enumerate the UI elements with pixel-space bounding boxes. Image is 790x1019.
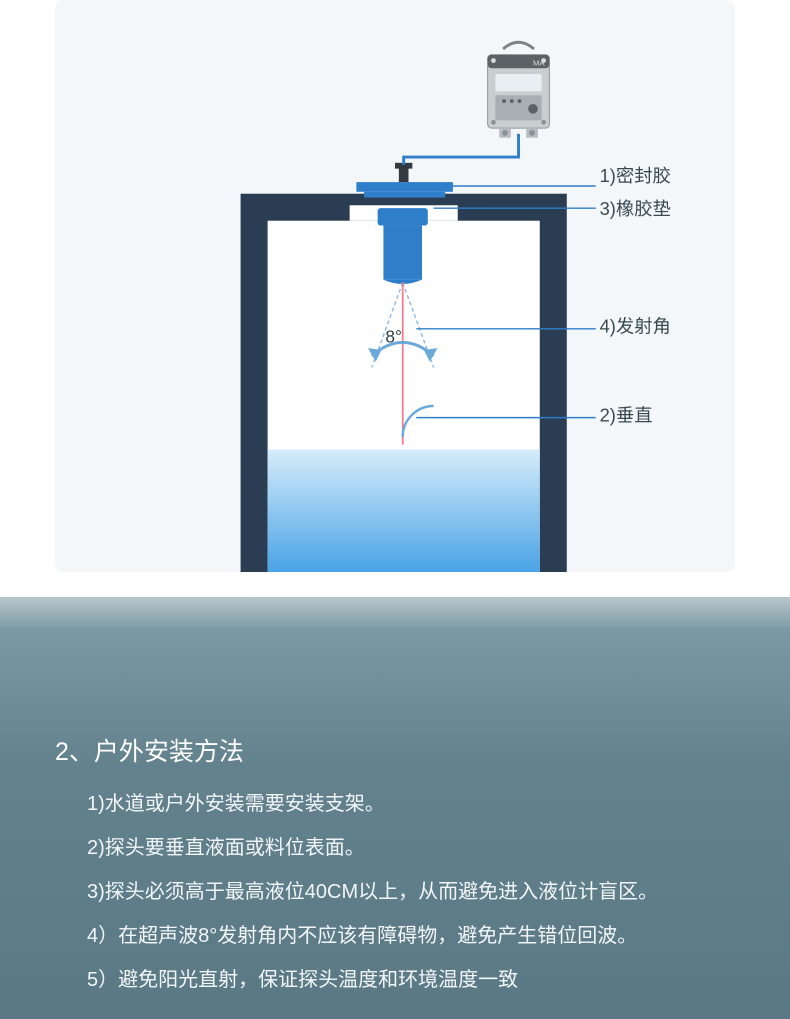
- display-device: MA: [488, 42, 550, 138]
- instruction-list: 1)水道或户外安装需要安装支架。 2)探头要垂直液面或料位表面。 3)探头必须高…: [55, 790, 735, 994]
- list-item: 4）在超声波8°发射角内不应该有障碍物，避免产生错位回波。: [87, 922, 735, 950]
- list-item: 2)探头要垂直液面或料位表面。: [87, 834, 735, 862]
- list-item: 5）避免阳光直射，保证探头温度和环境温度一致: [87, 966, 735, 994]
- sensor-probe: [378, 208, 428, 284]
- diagram-card: MA 8°: [55, 0, 735, 572]
- section-title: 2、户外安装方法: [55, 732, 735, 768]
- label-beam: 4)发射角: [600, 316, 671, 337]
- list-item: 3)探头必须高于最高液位40CM以上，从而避免进入液位计盲区。: [87, 878, 735, 906]
- list-item: 1)水道或户外安装需要安装支架。: [87, 790, 735, 818]
- label-vert: 2)垂直: [600, 404, 653, 425]
- label-gasket: 3)橡胶垫: [600, 198, 671, 219]
- instructions-section: 2、户外安装方法 1)水道或户外安装需要安装支架。 2)探头要垂直液面或料位表面…: [0, 597, 790, 1019]
- diagram-section: MA 8°: [0, 0, 790, 597]
- label-seal: 1)密封胶: [600, 165, 671, 186]
- install-diagram: MA 8°: [55, 20, 735, 572]
- angle-value: 8°: [385, 326, 402, 346]
- ma-badge: MA: [533, 58, 545, 67]
